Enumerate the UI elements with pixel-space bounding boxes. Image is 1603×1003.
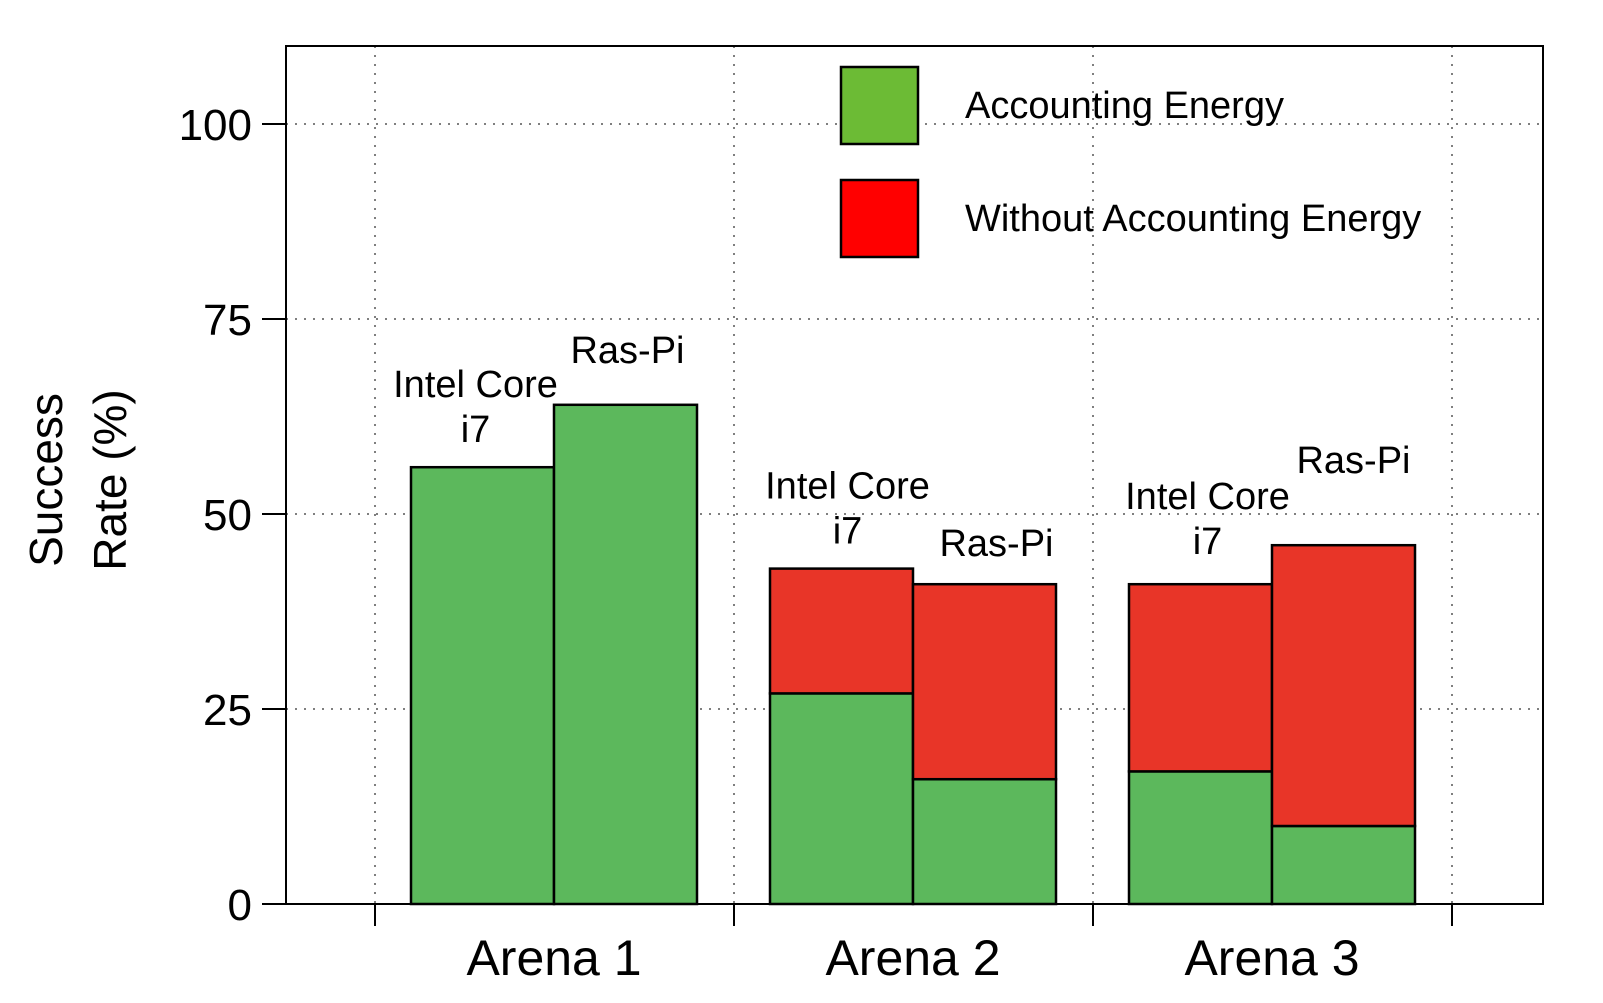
bar-annotation-ras-pi: Ras-Pi <box>570 330 684 372</box>
y-tick-label: 0 <box>228 881 252 930</box>
x-category-label: Arena 1 <box>466 930 641 986</box>
bar-arena-3-ras-pi-accounting-energy <box>1270 824 1417 906</box>
legend-swatch <box>839 178 920 259</box>
bar-annotation-intel-core-i7: Intel Core <box>393 364 558 406</box>
x-category-label: Arena 2 <box>825 930 1000 986</box>
bar-arena-3-ras-pi-without-accounting-energy <box>1270 543 1417 828</box>
bar-layer <box>409 403 1417 906</box>
bar-arena-3-intel-core-i7-without-accounting-energy <box>1127 582 1274 773</box>
y-tick-label: 100 <box>179 101 252 150</box>
bar-annotation-intel-core-i7: i7 <box>1193 521 1223 563</box>
bar-arena-2-intel-core-i7-without-accounting-energy <box>768 567 915 695</box>
bar-arena-2-ras-pi-accounting-energy <box>911 777 1058 906</box>
bar-arena-3-intel-core-i7-accounting-energy <box>1127 770 1274 906</box>
y-tick-label: 50 <box>203 491 252 540</box>
legend-label: Accounting Energy <box>965 85 1284 127</box>
bar-annotation-intel-core-i7: Intel Core <box>765 466 930 508</box>
y-tick-label: 75 <box>203 296 252 345</box>
y-axis-title: Rate (%) <box>84 389 136 570</box>
bar-annotation-intel-core-i7: i7 <box>461 409 491 451</box>
bar-arena-2-ras-pi-without-accounting-energy <box>911 582 1058 781</box>
bar-annotation-intel-core-i7: i7 <box>833 511 863 553</box>
legend: Accounting Energy Without Accounting Ener… <box>839 65 1421 259</box>
bar-arena-1-intel-core-i7-accounting-energy <box>409 465 556 906</box>
bar-annotation-ras-pi: Ras-Pi <box>1296 440 1410 482</box>
bar-arena-1-ras-pi-accounting-energy <box>552 403 699 906</box>
x-category-label: Arena 3 <box>1184 930 1359 986</box>
bar-arena-2-intel-core-i7-accounting-energy <box>768 692 915 906</box>
plot-frame <box>285 45 1544 905</box>
legend-swatch <box>839 65 920 146</box>
bar-annotation-intel-core-i7: Intel Core <box>1125 476 1290 518</box>
bar-annotation-ras-pi: Ras-Pi <box>939 523 1053 565</box>
legend-label: Without Accounting Energy <box>965 198 1421 240</box>
y-tick-label: 25 <box>203 686 252 735</box>
y-axis-title: Success <box>20 393 72 567</box>
